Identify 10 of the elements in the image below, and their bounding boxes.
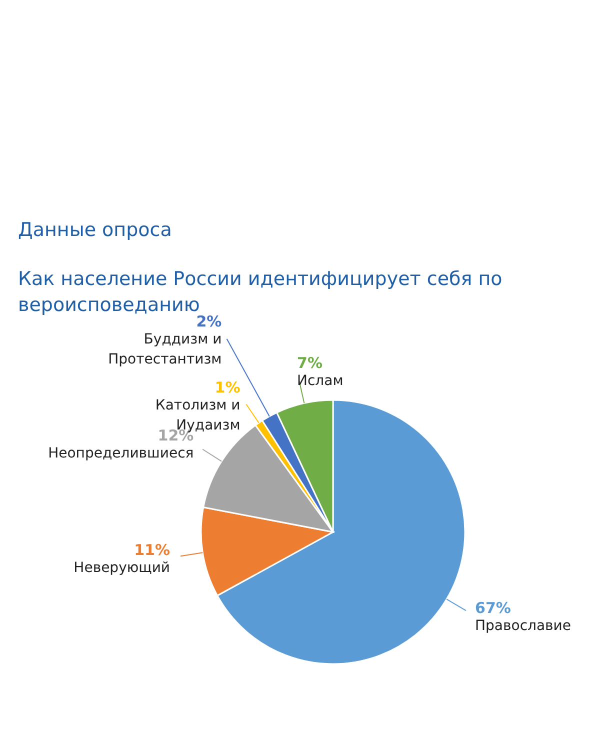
data-label: 11% (134, 540, 170, 559)
data-label: 67% (475, 598, 511, 617)
chart-title: Данные опроса (18, 219, 172, 241)
data-label: 1% (214, 378, 240, 397)
slice-label: Ислам (297, 372, 344, 389)
slice-label: Православие (475, 618, 572, 634)
slice-label: Неопределившиеся (48, 446, 194, 462)
slice-label: Буддизм и Протестантизм (108, 332, 222, 368)
data-label: 7% (297, 354, 322, 372)
slice-label: Неверующий (74, 560, 170, 576)
